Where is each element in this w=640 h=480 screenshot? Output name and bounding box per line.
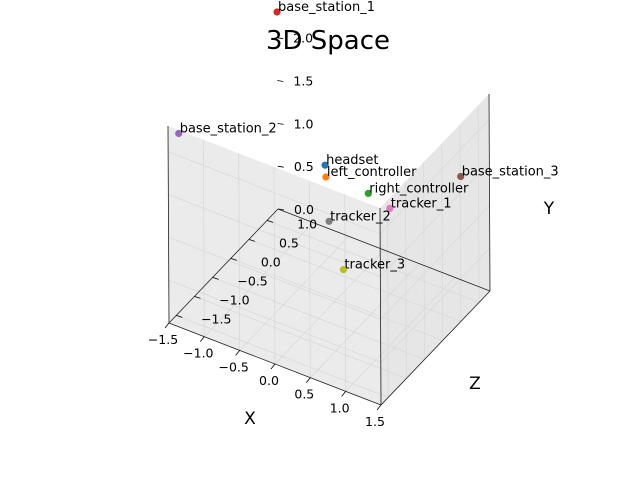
x-tick — [341, 391, 346, 397]
x-tick — [376, 404, 382, 411]
point-label-tracker-3: tracker_3 — [344, 258, 405, 273]
point-label-tracker-1: tracker_1 — [391, 196, 452, 211]
chart-title: 3D Space — [266, 26, 390, 56]
y-axis-title: Y — [543, 199, 555, 219]
point-label-right-controller: right_controller — [369, 181, 469, 196]
z-tick — [230, 258, 237, 261]
data-point-base-station-2 — [175, 129, 183, 138]
y-tick — [277, 37, 284, 40]
axis-edge — [488, 93, 491, 292]
point-label-base-station-2: base_station_2 — [180, 122, 277, 137]
wall-pane-z — [380, 94, 490, 405]
x-tick — [306, 377, 311, 383]
y-tick-label: 0.5 — [294, 159, 314, 174]
x-tick-label: 0.0 — [259, 373, 279, 388]
y-tick — [277, 122, 284, 125]
x-tick-label: −1.5 — [148, 332, 178, 347]
axis-edge — [277, 208, 491, 292]
x-tick-label: −0.5 — [218, 359, 248, 374]
z-tick — [176, 315, 183, 318]
data-point-right-controller — [364, 189, 372, 197]
data-points: headsetleft_controllerright_controllerba… — [175, 0, 559, 274]
axis-edge — [167, 125, 170, 324]
z-tick — [194, 296, 201, 299]
data-point-tracker-2 — [325, 217, 333, 225]
z-tick-label: −0.5 — [237, 273, 267, 288]
y-tick-label: 1.5 — [293, 74, 313, 89]
y-tick-label: 0.0 — [294, 202, 314, 217]
z-tick — [248, 239, 256, 242]
x-tick-label: 1.5 — [365, 414, 385, 429]
z-axis-title: Z — [469, 374, 481, 394]
x-axis-title: X — [244, 409, 256, 429]
z-tick-label: 1.0 — [297, 216, 317, 231]
data-point-base-station-1 — [273, 8, 281, 16]
y-tick-label: 1.0 — [294, 116, 314, 131]
x-tick — [164, 322, 170, 329]
x-tick — [200, 336, 205, 342]
y-tick — [277, 80, 284, 82]
point-label-base-station-1: base_station_1 — [278, 0, 375, 15]
z-tick — [212, 277, 219, 280]
data-point-left-controller — [322, 173, 330, 181]
point-label-tracker-2: tracker_2 — [330, 209, 391, 224]
point-label-left-controller: left_controller — [327, 165, 417, 180]
data-point-base-station-3 — [457, 172, 465, 181]
y-tick — [277, 165, 284, 168]
point-label-base-station-3: base_station_3 — [462, 165, 559, 180]
z-tick-label: −1.5 — [201, 311, 231, 326]
z-tick-label: 0.0 — [261, 254, 281, 269]
axis-ticks: −1.5 −1.0 −0.5 0.0 0.5 1.0 1.5 −1.5 −1.0 −0.5 0.0 0… — [148, 31, 385, 429]
y-tick — [277, 208, 285, 211]
axis-edge — [380, 290, 491, 406]
y-tick-label: 2.0 — [293, 31, 313, 46]
axis-edge — [168, 208, 279, 324]
z-tick-label: −1.0 — [219, 292, 249, 307]
x-tick-label: −1.0 — [183, 346, 213, 361]
data-point-tracker-3 — [339, 266, 347, 274]
z-tick — [266, 220, 274, 223]
z-tick-label: 0.5 — [279, 235, 299, 250]
point-label-headset: headset — [326, 153, 378, 168]
x-tick-label: 0.5 — [294, 387, 314, 402]
x-tick — [235, 350, 240, 356]
data-point-tracker-1 — [386, 204, 394, 212]
x-tick — [270, 363, 276, 370]
axis-edge — [379, 207, 382, 406]
data-point-headset — [321, 161, 329, 169]
x-tick-label: 1.0 — [330, 400, 350, 415]
